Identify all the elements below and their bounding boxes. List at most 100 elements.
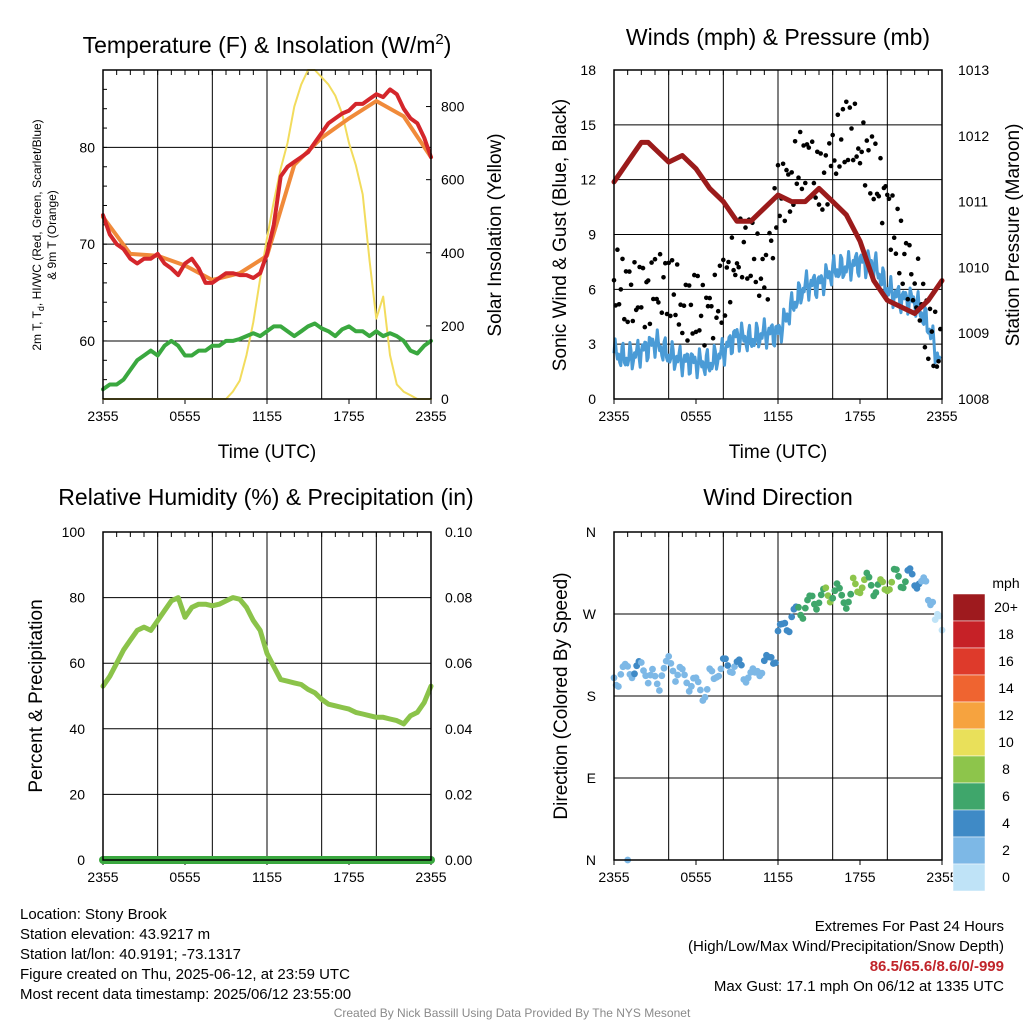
temp-ytick-label: 70 [79, 236, 95, 252]
temp-ytick-label: 80 [79, 139, 95, 155]
gust-point [616, 302, 622, 307]
gust-point [799, 186, 805, 192]
gust-point [868, 191, 873, 196]
rh-ytick-label: 80 [69, 590, 85, 606]
wind-y2tick-label: 1011 [958, 194, 988, 210]
direction-point [772, 659, 779, 667]
gust-point [674, 262, 680, 267]
wind-xtick-label: 1755 [844, 408, 875, 424]
sonic-wind-line [612, 249, 942, 380]
direction-point [799, 615, 807, 622]
wind-ytick-label: 9 [588, 227, 596, 243]
gust-point [885, 192, 890, 198]
direction-point [795, 603, 802, 611]
dir-ytick-label: N [586, 852, 596, 868]
gust-point [721, 257, 726, 263]
gust-point [873, 141, 878, 146]
gust-point [897, 270, 902, 276]
direction-point [617, 671, 625, 678]
direction-point [644, 679, 652, 687]
direction-point [788, 613, 796, 621]
rh-y2tick-label: 0.06 [445, 655, 472, 671]
direction-point [656, 687, 663, 694]
direction-point [717, 665, 725, 673]
gust-point [905, 296, 911, 302]
dir-ytick-label: E [587, 770, 596, 786]
direction-point [697, 686, 704, 694]
gust-point [697, 328, 702, 333]
gust-point [823, 153, 829, 158]
legend-label: 8 [1002, 761, 1010, 777]
gust-point [685, 338, 690, 343]
temp-y2tick-label: 600 [441, 172, 465, 188]
rh-y2tick-label: 0.00 [445, 852, 472, 868]
gust-point [760, 256, 765, 262]
legend-swatch [952, 836, 986, 865]
gust-point [856, 146, 861, 151]
gust-point [828, 163, 834, 169]
gust-point [849, 126, 854, 131]
legend-swatch [952, 782, 986, 811]
gust-point [668, 313, 673, 319]
humidity-line [100, 595, 434, 727]
gust-point [755, 231, 760, 236]
gust-point [903, 240, 909, 246]
direction-point [847, 590, 855, 598]
gust-point [915, 256, 921, 262]
gust-point [664, 311, 670, 317]
direction-point [744, 674, 752, 682]
gust-point [763, 252, 769, 258]
latlon-text: Station lat/lon: 40.9191; -73.1317 [20, 946, 242, 963]
dir-xtick-label: 2355 [598, 869, 629, 885]
gust-point [722, 313, 728, 318]
direction-point [865, 573, 873, 581]
gust-point [864, 138, 870, 143]
legend-swatch [952, 647, 986, 676]
gust-point [796, 175, 801, 180]
direction-point [852, 580, 859, 588]
gust-point [676, 322, 682, 327]
gust-point [934, 364, 940, 369]
gust-point [741, 239, 747, 245]
direction-point [665, 653, 673, 660]
gust-point [622, 316, 627, 322]
gust-point [762, 285, 767, 290]
dir-xtick-label: 2355 [926, 869, 957, 885]
gust-point [724, 265, 730, 270]
legend-label: 4 [1002, 815, 1010, 831]
gust-point [842, 159, 847, 165]
legend-swatch [952, 863, 986, 892]
gust-point [669, 258, 675, 263]
gust-point [818, 151, 823, 156]
legend-swatch [952, 701, 986, 730]
gust-point [789, 170, 794, 175]
created-text: Figure created on Thu, 2025-06-12, at 23… [20, 966, 350, 983]
temp-xtick-label: 0555 [169, 408, 200, 424]
temp-2m-line [101, 87, 433, 285]
gust-point [666, 260, 671, 266]
gust-point [857, 160, 863, 166]
gust-point [714, 315, 719, 321]
gust-point [733, 272, 738, 278]
gust-point [832, 158, 837, 163]
direction-point [653, 680, 661, 688]
gust-point [663, 260, 668, 266]
gust-point [797, 129, 803, 135]
gust-point [888, 247, 894, 253]
direction-point [660, 664, 668, 672]
gust-point [929, 329, 935, 334]
legend-swatch [952, 674, 986, 703]
gust-point [902, 251, 907, 257]
gust-point [893, 251, 899, 256]
direction-point [667, 660, 675, 667]
dir-frame [613, 531, 943, 861]
gust-point [837, 164, 842, 169]
gust-point [770, 255, 776, 261]
wind-xlabel: Time (UTC) [729, 442, 828, 463]
gust-point [792, 139, 798, 144]
direction-point [906, 565, 914, 573]
extremes-values: 86.5/65.6/8.6/0/-999 [869, 958, 1004, 975]
temp-y2tick-label: 800 [441, 99, 465, 115]
